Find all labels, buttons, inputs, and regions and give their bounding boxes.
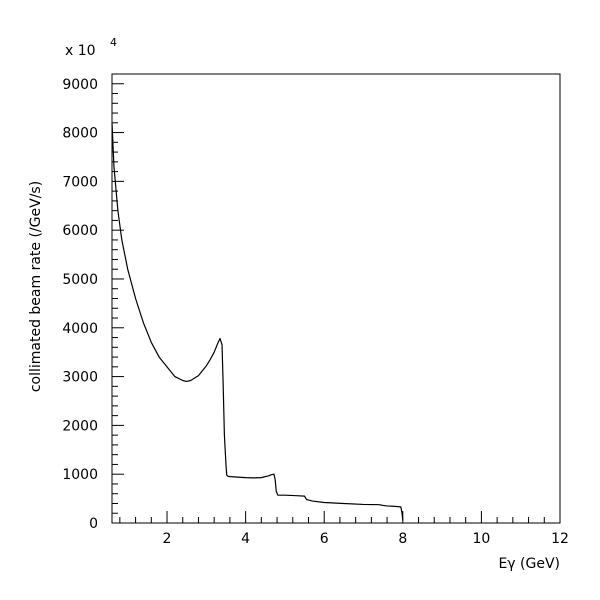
series-line	[111, 122, 404, 521]
y-tick-label: 4000	[62, 321, 98, 337]
ticks: 2 4 6 8 10 12 0 1000 2000 3000 4000 5000 6000 7000 800…	[62, 73, 569, 547]
y-tick-label: 8000	[62, 126, 98, 142]
y-tick-label: 7000	[62, 174, 98, 190]
y-tick-label: 9000	[62, 77, 98, 93]
x-tick-label: 12	[551, 531, 569, 547]
y-tick-label: 1000	[62, 467, 98, 483]
x-tick-label: 8	[398, 531, 407, 547]
y-tick-label: 2000	[62, 418, 98, 434]
y-axis-label: collimated beam rate (/GeV/s)	[28, 181, 44, 392]
x-axis-label: Eγ (GeV)	[498, 556, 560, 572]
y-tick-label: 6000	[62, 223, 98, 239]
y-multiplier-exponent: 4	[110, 36, 117, 49]
y-tick-label: 0	[89, 516, 98, 532]
x-tick-label: 4	[241, 531, 250, 547]
plot-area	[111, 73, 561, 524]
x-tick-label: 10	[472, 531, 490, 547]
x-tick-label: 6	[320, 531, 329, 547]
x-tick-label: 2	[163, 531, 172, 547]
series-layer	[111, 122, 404, 521]
y-tick-label: 3000	[62, 370, 98, 386]
y-tick-label: 5000	[62, 272, 98, 288]
text-layer: x 10 4 collimated beam rate (/GeV/s) Eγ …	[28, 36, 560, 572]
y-multiplier-base: x 10	[65, 43, 96, 59]
plot-frame	[111, 73, 561, 524]
